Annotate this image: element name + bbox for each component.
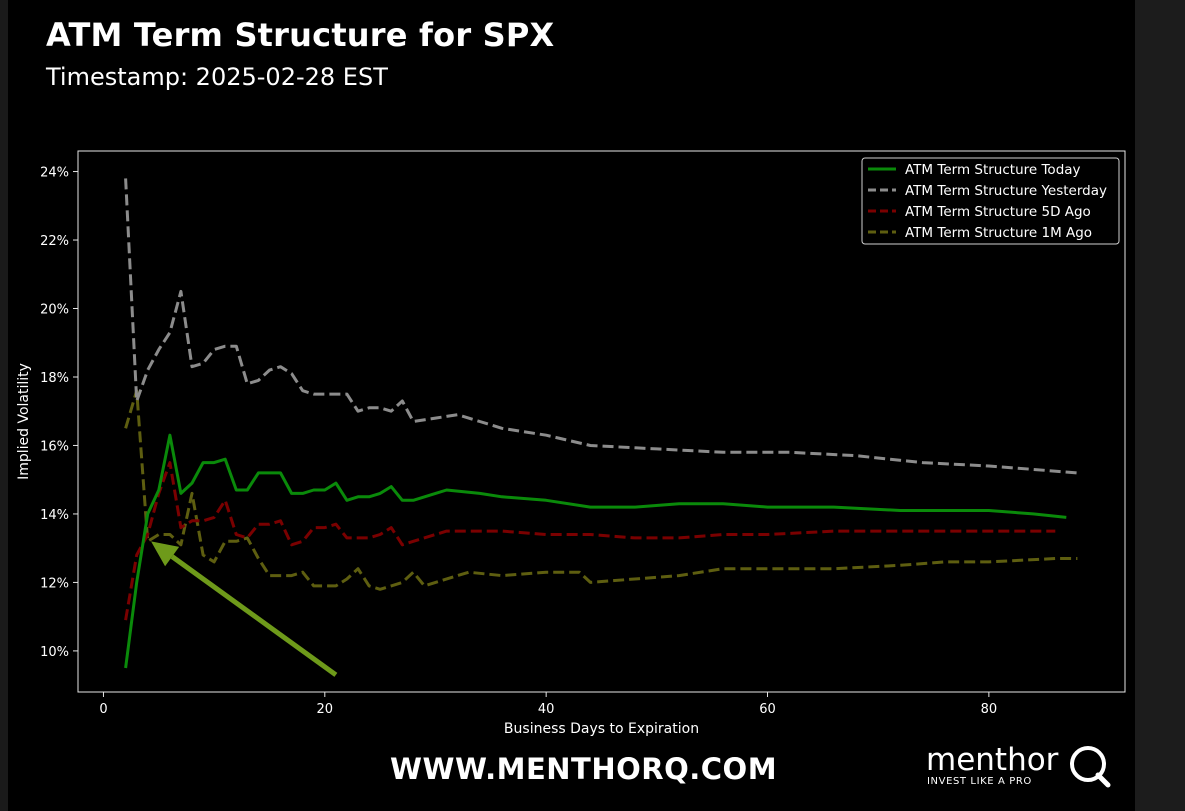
logo-tagline: INVEST LIKE A PRO	[927, 776, 1032, 787]
x-tick-label: 20	[317, 702, 334, 717]
annotation-arrow-shaft	[170, 554, 338, 677]
legend-item-1m-ago: ATM Term Structure 1M Ago	[868, 225, 1092, 241]
y-tick-label: 22%	[40, 234, 69, 249]
legend-label: ATM Term Structure Today	[905, 162, 1081, 178]
series-line-5d-ago	[124, 461, 1056, 621]
x-tick-label: 40	[538, 702, 555, 717]
y-tick-label: 24%	[40, 166, 69, 181]
x-axis-label: Business Days to Expiration	[504, 721, 699, 737]
y-tick-label: 16%	[40, 439, 69, 454]
series-line-1m-ago	[124, 389, 1078, 591]
logo-wordmark: menthor	[926, 742, 1059, 778]
y-tick-label: 12%	[40, 576, 69, 591]
q-magnifier-icon	[1070, 746, 1111, 788]
series-line-today	[124, 433, 1067, 669]
y-tick-label: 20%	[40, 303, 69, 318]
window-edge	[1135, 0, 1185, 811]
chart-subtitle: Timestamp: 2025-02-28 EST	[46, 63, 388, 91]
chart-canvas	[8, 0, 1135, 811]
annotation-arrow-head	[151, 541, 180, 567]
legend-label: ATM Term Structure 5D Ago	[905, 204, 1091, 220]
x-tick-label: 0	[99, 702, 107, 717]
legend-item-5d-ago: ATM Term Structure 5D Ago	[868, 204, 1091, 220]
legend: ATM Term Structure Today ATM Term Structu…	[861, 157, 1120, 245]
x-tick-label: 60	[759, 702, 776, 717]
series-line-yesterday	[124, 178, 1078, 475]
legend-label: ATM Term Structure Yesterday	[905, 183, 1107, 199]
chart-title: ATM Term Structure for SPX	[46, 16, 555, 54]
y-axis-label: Implied Volatility	[16, 363, 32, 480]
menthor-logo: menthor INVEST LIKE A PRO	[926, 742, 1116, 792]
y-tick-label: 10%	[40, 645, 69, 660]
y-tick-label: 14%	[40, 508, 69, 523]
legend-box	[861, 157, 1120, 245]
plot-frame	[77, 150, 1126, 693]
legend-item-yesterday: ATM Term Structure Yesterday	[868, 183, 1107, 199]
legend-item-today: ATM Term Structure Today	[868, 162, 1081, 178]
x-tick-label: 80	[981, 702, 998, 717]
y-tick-label: 18%	[40, 371, 69, 386]
legend-label: ATM Term Structure 1M Ago	[905, 225, 1092, 241]
website-watermark: WWW.MENTHORQ.COM	[390, 752, 778, 786]
